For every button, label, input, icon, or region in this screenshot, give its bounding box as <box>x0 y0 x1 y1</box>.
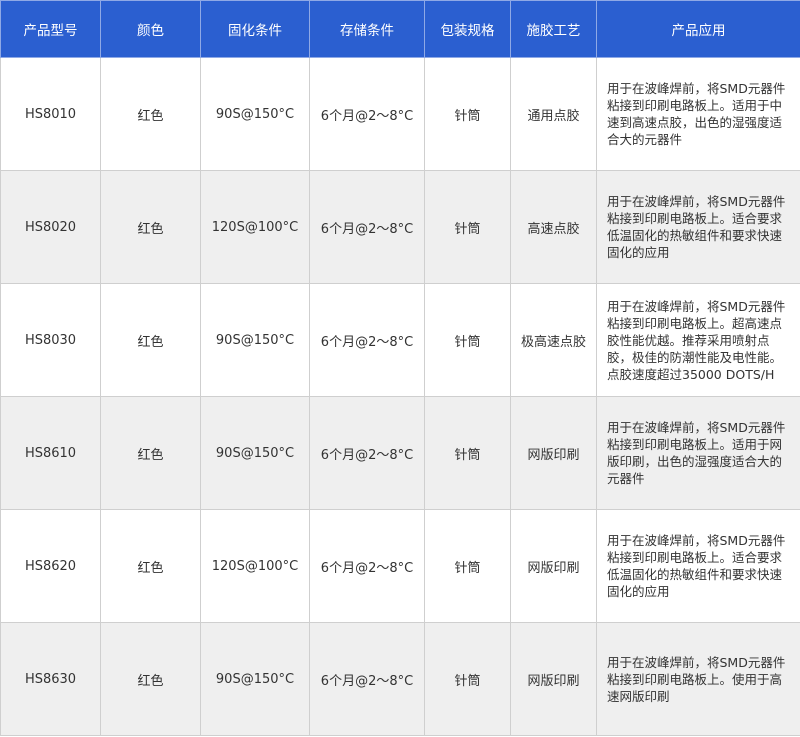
header-color: 颜色 <box>100 0 201 58</box>
cell-storage: 6个月@2～8°C <box>309 509 425 623</box>
cell-curing: 90S@150°C <box>200 283 310 397</box>
cell-application: 用于在波峰焊前，将SMD元器件粘接到印刷电路板上。超高速点胶性能优越。推荐采用喷… <box>596 283 800 397</box>
cell-storage: 6个月@2～8°C <box>309 396 425 510</box>
header-model: 产品型号 <box>0 0 101 58</box>
cell-packaging: 针筒 <box>424 283 511 397</box>
cell-application: 用于在波峰焊前，将SMD元器件粘接到印刷电路板上。适用于网版印刷，出色的湿强度适… <box>596 396 800 510</box>
cell-process: 网版印刷 <box>510 396 597 510</box>
cell-curing: 120S@100°C <box>200 509 310 623</box>
cell-storage: 6个月@2～8°C <box>309 283 425 397</box>
cell-process: 网版印刷 <box>510 622 597 736</box>
cell-storage: 6个月@2～8°C <box>309 622 425 736</box>
cell-model: HS8610 <box>0 396 101 510</box>
table-row: HS8620 红色 120S@100°C 6个月@2～8°C 针筒 网版印刷 用于在波峰焊前… <box>0 509 800 623</box>
header-storage: 存储条件 <box>309 0 425 58</box>
cell-model: HS8630 <box>0 622 101 736</box>
cell-curing: 90S@150°C <box>200 57 310 171</box>
cell-storage: 6个月@2～8°C <box>309 170 425 284</box>
cell-color: 红色 <box>100 170 201 284</box>
cell-color: 红色 <box>100 509 201 623</box>
table-row: HS8030 红色 90S@150°C 6个月@2～8°C 针筒 极高速点胶 用于在波峰焊前… <box>0 283 800 397</box>
cell-application: 用于在波峰焊前，将SMD元器件粘接到印刷电路板上。使用于高速网版印刷 <box>596 622 800 736</box>
cell-packaging: 针筒 <box>424 396 511 510</box>
cell-color: 红色 <box>100 622 201 736</box>
cell-curing: 120S@100°C <box>200 170 310 284</box>
table-row: HS8010 红色 90S@150°C 6个月@2～8°C 针筒 通用点胶 用于在波峰焊前，… <box>0 57 800 171</box>
cell-model: HS8620 <box>0 509 101 623</box>
cell-color: 红色 <box>100 283 201 397</box>
table-row: HS8020 红色 120S@100°C 6个月@2～8°C 针筒 高速点胶 用于在波峰焊前… <box>0 170 800 284</box>
header-curing: 固化条件 <box>200 0 310 58</box>
cell-storage: 6个月@2～8°C <box>309 57 425 171</box>
cell-application: 用于在波峰焊前，将SMD元器件粘接到印刷电路板上。适用于中速到高速点胶，出色的湿… <box>596 57 800 171</box>
cell-color: 红色 <box>100 396 201 510</box>
cell-application: 用于在波峰焊前，将SMD元器件粘接到印刷电路板上。适合要求低温固化的热敏组件和要… <box>596 509 800 623</box>
table-row: HS8630 红色 90S@150°C 6个月@2～8°C 针筒 网版印刷 用于在波峰焊前，… <box>0 622 800 736</box>
header-process: 施胶工艺 <box>510 0 597 58</box>
cell-packaging: 针筒 <box>424 509 511 623</box>
header-row: 产品型号 颜色 固化条件 存储条件 包装规格 施胶工艺 产品应用 <box>0 0 800 58</box>
cell-model: HS8030 <box>0 283 101 397</box>
cell-model: HS8020 <box>0 170 101 284</box>
cell-packaging: 针筒 <box>424 57 511 171</box>
cell-model: HS8010 <box>0 57 101 171</box>
cell-packaging: 针筒 <box>424 170 511 284</box>
cell-process: 极高速点胶 <box>510 283 597 397</box>
header-packaging: 包装规格 <box>424 0 511 58</box>
table-row: HS8610 红色 90S@150°C 6个月@2～8°C 针筒 网版印刷 用于在波峰焊前，… <box>0 396 800 510</box>
cell-packaging: 针筒 <box>424 622 511 736</box>
cell-application: 用于在波峰焊前，将SMD元器件粘接到印刷电路板上。适合要求低温固化的热敏组件和要… <box>596 170 800 284</box>
cell-curing: 90S@150°C <box>200 396 310 510</box>
cell-curing: 90S@150°C <box>200 622 310 736</box>
cell-process: 网版印刷 <box>510 509 597 623</box>
cell-color: 红色 <box>100 57 201 171</box>
cell-process: 通用点胶 <box>510 57 597 171</box>
header-application: 产品应用 <box>596 0 800 58</box>
cell-process: 高速点胶 <box>510 170 597 284</box>
